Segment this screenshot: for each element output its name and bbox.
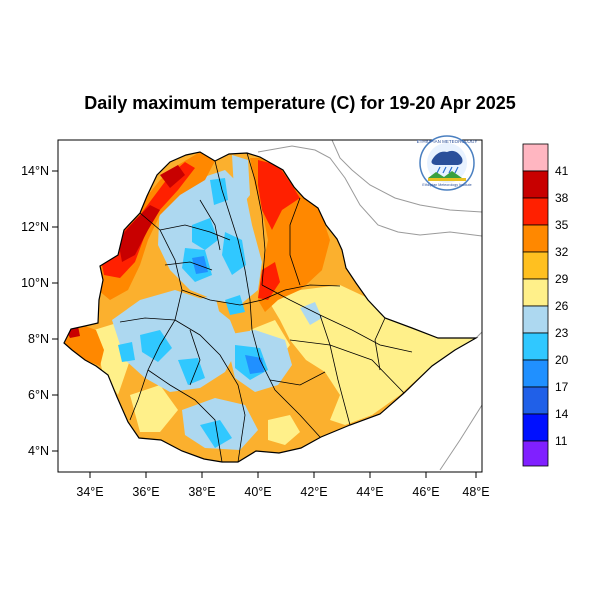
colorbar-swatch (522, 278, 549, 307)
colorbar-swatch (522, 440, 549, 467)
ethiopian-meteorology-institute-logo: ETHIOPIAN METEOROLOGY Ethiopian Meteorol… (417, 135, 478, 191)
colorbar-swatch (522, 305, 549, 334)
x-tick-label: 42°E (300, 485, 327, 499)
x-tick-labels: 34°E 36°E 38°E 40°E 42°E 44°E 46°E 48°E (76, 485, 489, 499)
y-tick-label: 14°N (21, 164, 49, 178)
plot-frame (57, 139, 483, 473)
colorbar-swatch (522, 251, 549, 280)
colorbar-swatch (522, 224, 549, 253)
colorbar-label: 17 (555, 380, 569, 394)
y-tick-label: 12°N (21, 220, 49, 234)
colorbar-label: 23 (555, 326, 569, 340)
colorbar-label: 29 (555, 272, 569, 286)
colorbar-swatch (522, 413, 549, 442)
colorbar-label: 14 (555, 407, 569, 421)
x-tick-label: 38°E (188, 485, 215, 499)
colorbar-label: 20 (555, 353, 569, 367)
colorbar-label: 26 (555, 299, 569, 313)
y-tick-label: 4°N (28, 444, 49, 458)
x-tick-label: 48°E (462, 485, 489, 499)
x-tick-label: 36°E (132, 485, 159, 499)
colorbar-swatch (522, 386, 549, 415)
colorbar-swatch (522, 143, 549, 172)
colorbar-swatch (522, 359, 549, 388)
admin-boundaries (119, 152, 413, 462)
colorbar (522, 143, 549, 467)
colorbar-labels: 41 38 35 32 29 26 23 20 17 14 11 (555, 164, 569, 448)
x-tick-label: 46°E (412, 485, 439, 499)
y-tick-label: 10°N (21, 276, 49, 290)
x-tick-label: 40°E (244, 485, 271, 499)
colorbar-label: 32 (555, 245, 569, 259)
y-tick-label: 8°N (28, 332, 49, 346)
axis-ticks (52, 170, 477, 478)
y-tick-labels: 14°N 12°N 10°N 8°N 6°N 4°N (21, 164, 49, 458)
map-title: Daily maximum temperature (C) for 19-20 … (84, 93, 516, 113)
colorbar-label: 11 (555, 434, 568, 448)
x-tick-label: 34°E (76, 485, 103, 499)
country-outline (63, 151, 479, 463)
colorbar-swatch (522, 197, 549, 226)
logo-text: Ethiopian Meteorology Institute (422, 183, 471, 187)
neighbor-borders (257, 140, 482, 471)
colorbar-swatch (522, 170, 549, 199)
colorbar-swatch (522, 332, 549, 361)
temperature-field (64, 152, 476, 462)
colorbar-label: 35 (555, 218, 569, 232)
colorbar-label: 38 (555, 191, 569, 205)
y-tick-label: 6°N (28, 388, 49, 402)
svg-text:ETHIOPIAN METEOROLOGY: ETHIOPIAN METEOROLOGY (417, 139, 478, 144)
x-tick-label: 44°E (356, 485, 383, 499)
colorbar-label: 41 (555, 164, 569, 178)
